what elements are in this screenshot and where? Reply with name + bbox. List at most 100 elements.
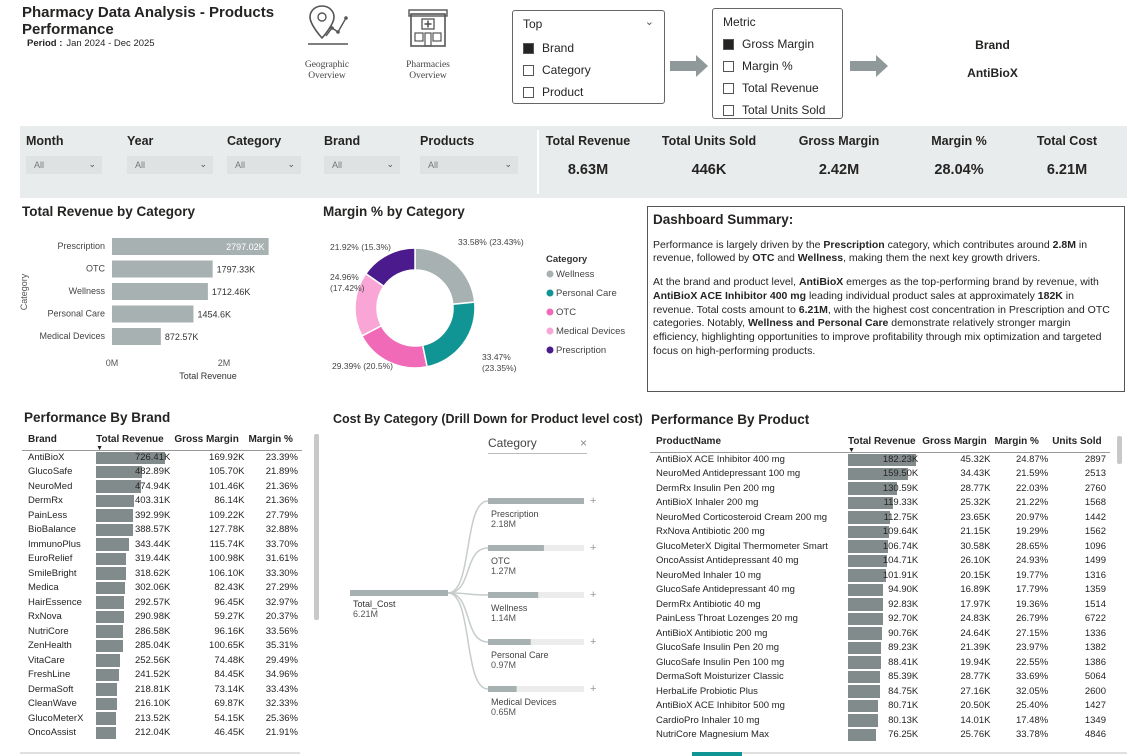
bar[interactable]	[112, 283, 208, 300]
table-row[interactable]: RxNova 290.98K 59.27K 20.37%	[22, 610, 302, 625]
table-row[interactable]: AntiBioX ACE Inhibitor 500 mg 80.71K 20.50…	[650, 699, 1110, 714]
table-row[interactable]: HerbaLife Probiotic Plus 84.75K 27.16K 32.0…	[650, 684, 1110, 699]
page-tab[interactable]	[742, 752, 1127, 754]
col-header-total-revenue[interactable]: Total Revenue ▼	[848, 432, 923, 454]
col-header-units-sold[interactable]: Units Sold	[1052, 432, 1110, 453]
brand-dropdown[interactable]: All ⌄	[324, 156, 400, 174]
expand-plus-icon[interactable]: +	[590, 589, 596, 601]
root-bar[interactable]	[350, 590, 448, 596]
legend-item[interactable]: Personal Care	[556, 288, 617, 299]
year-dropdown[interactable]: All ⌄	[127, 156, 213, 174]
table-row[interactable]: DermaSoft 218.81K 73.14K 33.43%	[22, 682, 302, 697]
metric-option-total-revenue[interactable]: Total Revenue	[723, 77, 842, 99]
table-row[interactable]: GlucoMeterX 213.52K 54.15K 25.36%	[22, 711, 302, 726]
table-row[interactable]: AntiBioX 726.41K 169.92K 23.39%	[22, 450, 302, 465]
table-row[interactable]: NeuroMed Antidepressant 100 mg 159.50K 34.…	[650, 467, 1110, 482]
table-row[interactable]: NeuroMed Inhaler 10 mg 101.91K 20.15K 19.77…	[650, 568, 1110, 583]
expand-plus-icon[interactable]: +	[590, 683, 596, 695]
metric-option-margin-pct[interactable]: Margin %	[723, 55, 842, 77]
table-row[interactable]: RxNova Antibiotic 200 mg 109.64K 21.15K 19.…	[650, 525, 1110, 540]
filter-products[interactable]: Products All ⌄	[420, 134, 518, 174]
table-row[interactable]: VitaCare 252.56K 74.48K 29.49%	[22, 653, 302, 668]
close-icon[interactable]: ×	[579, 436, 587, 450]
filter-year[interactable]: Year All ⌄	[127, 134, 213, 174]
table-row[interactable]: Medica 302.06K 82.43K 27.29%	[22, 581, 302, 596]
filter-category[interactable]: Category All ⌄	[227, 134, 301, 174]
table-row[interactable]: AntiBioX ACE Inhibitor 400 mg 182.23K 45.3…	[650, 452, 1110, 467]
metric-option-total-units[interactable]: Total Units Sold	[723, 99, 842, 121]
expand-plus-icon[interactable]: +	[590, 542, 596, 554]
legend-item[interactable]: Medical Devices	[556, 326, 625, 337]
top-option-product[interactable]: Product	[523, 81, 664, 103]
revenue-by-category-chart[interactable]: Category 0M 2M Total Revenue Prescriptio…	[16, 226, 302, 386]
filter-month[interactable]: Month All ⌄	[26, 134, 102, 174]
table-row[interactable]: DermaSoft Moisturizer Classic 85.39K 28.77…	[650, 670, 1110, 685]
table-row[interactable]: NeuroMed Corticosteroid Cream 200 mg 112.…	[650, 510, 1110, 525]
table-row[interactable]: DermRx 403.31K 86.14K 21.36%	[22, 494, 302, 509]
expand-plus-icon[interactable]: +	[590, 495, 596, 507]
expand-plus-icon[interactable]: +	[590, 636, 596, 648]
node-bar[interactable]	[488, 639, 531, 645]
bar[interactable]	[112, 328, 161, 345]
table-row[interactable]: FreshLine 241.52K 84.45K 34.96%	[22, 668, 302, 683]
col-header-gross-margin[interactable]: Gross Margin	[922, 432, 995, 453]
nav-pharmacies-overview[interactable]: Pharmacies Overview	[396, 6, 460, 82]
brand-table-scrollbar[interactable]	[314, 434, 319, 620]
level-header-category[interactable]: Category ×	[488, 436, 587, 454]
table-row[interactable]: ImmunoPlus 343.44K 115.74K 33.70%	[22, 537, 302, 552]
table-row[interactable]: NutriCore 286.58K 96.16K 33.56%	[22, 624, 302, 639]
table-row[interactable]: OncoAssist 212.04K 46.45K 21.91%	[22, 726, 302, 741]
table-row[interactable]: EuroRelief 319.44K 100.98K 31.61%	[22, 552, 302, 567]
filter-brand[interactable]: Brand All ⌄	[324, 134, 400, 174]
col-header-gross-margin[interactable]: Gross Margin	[174, 430, 249, 451]
product-table-scrollbar[interactable]	[1117, 436, 1122, 464]
chevron-down-icon[interactable]: ⌄	[644, 16, 654, 28]
nav-geographic-overview[interactable]: Geographic Overview	[296, 4, 358, 82]
table-row[interactable]: AntiBioX Antibiotic 200 mg 90.76K 24.64K 27…	[650, 626, 1110, 641]
top-option-brand[interactable]: Brand	[523, 37, 664, 59]
col-header-brand[interactable]: Brand	[22, 430, 97, 451]
donut-slice[interactable]	[414, 247, 476, 306]
donut-slice[interactable]	[364, 247, 416, 288]
col-header-margin-pct[interactable]: Margin %	[248, 430, 302, 451]
table-row[interactable]: PainLess Throat Lozenges 20 mg 92.70K 24.8…	[650, 612, 1110, 627]
node-bar[interactable]	[488, 498, 584, 504]
node-bar[interactable]	[488, 592, 539, 598]
bar[interactable]	[112, 305, 194, 323]
table-row[interactable]: GlucoSafe Antidepressant 40 mg 94.90K 16.8…	[650, 583, 1110, 598]
table-row[interactable]: GlucoSafe Insulin Pen 100 mg 88.41K 19.94K…	[650, 655, 1110, 670]
table-row[interactable]: GlucoMeterX Digital Thermometer Smart 106…	[650, 539, 1110, 554]
category-dropdown[interactable]: All ⌄	[227, 156, 301, 174]
table-row[interactable]: AntiBioX Inhaler 200 mg 119.33K 25.32K 21.2…	[650, 496, 1110, 511]
table-row[interactable]: GlucoSafe Insulin Pen 20 mg 89.23K 21.39K 2…	[650, 641, 1110, 656]
donut-slice[interactable]	[421, 301, 476, 368]
col-header-margin-pct[interactable]: Margin %	[994, 432, 1053, 453]
table-row[interactable]: PainLess 392.99K 109.22K 27.79%	[22, 508, 302, 523]
table-row[interactable]: OncoAssist Antidepressant 40 mg 104.71K 26…	[650, 554, 1110, 569]
page-tab[interactable]	[20, 752, 300, 754]
legend-item[interactable]: Prescription	[556, 345, 606, 356]
table-row[interactable]: NeuroMed 474.94K 101.46K 21.36%	[22, 479, 302, 494]
table-row[interactable]: NutriCore Magnesium Max 76.25K 25.76K 33.78…	[650, 728, 1110, 743]
legend-item[interactable]: Wellness	[556, 269, 595, 280]
node-bar[interactable]	[488, 545, 544, 551]
table-row[interactable]: SmileBright 318.62K 106.10K 33.30%	[22, 566, 302, 581]
col-header-total-revenue[interactable]: Total Revenue ▼	[96, 430, 175, 452]
top-option-category[interactable]: Category	[523, 59, 664, 81]
bar[interactable]	[112, 260, 213, 278]
legend-item[interactable]: OTC	[556, 307, 576, 318]
table-row[interactable]: DermRx Antibiotic 40 mg 92.83K 17.97K 19.36…	[650, 597, 1110, 612]
table-row[interactable]: CardioPro Inhaler 10 mg 80.13K 14.01K 17.48…	[650, 713, 1110, 728]
page-tab-active[interactable]	[692, 752, 742, 756]
bar[interactable]	[112, 238, 269, 255]
month-dropdown[interactable]: All ⌄	[26, 156, 102, 174]
products-dropdown[interactable]: All ⌄	[420, 156, 518, 174]
table-row[interactable]: BioBalance 388.57K 127.78K 32.88%	[22, 523, 302, 538]
table-row[interactable]: DermRx Insulin Pen 200 mg 130.59K 28.77K 22…	[650, 481, 1110, 496]
table-row[interactable]: HairEssence 292.57K 96.45K 32.97%	[22, 595, 302, 610]
table-row[interactable]: GlucoSafe 482.89K 105.70K 21.89%	[22, 465, 302, 480]
metric-option-gross-margin[interactable]: Gross Margin	[723, 33, 842, 55]
table-row[interactable]: CleanWave 216.10K 69.87K 32.33%	[22, 697, 302, 712]
col-header-product-name[interactable]: ProductName	[650, 432, 849, 453]
